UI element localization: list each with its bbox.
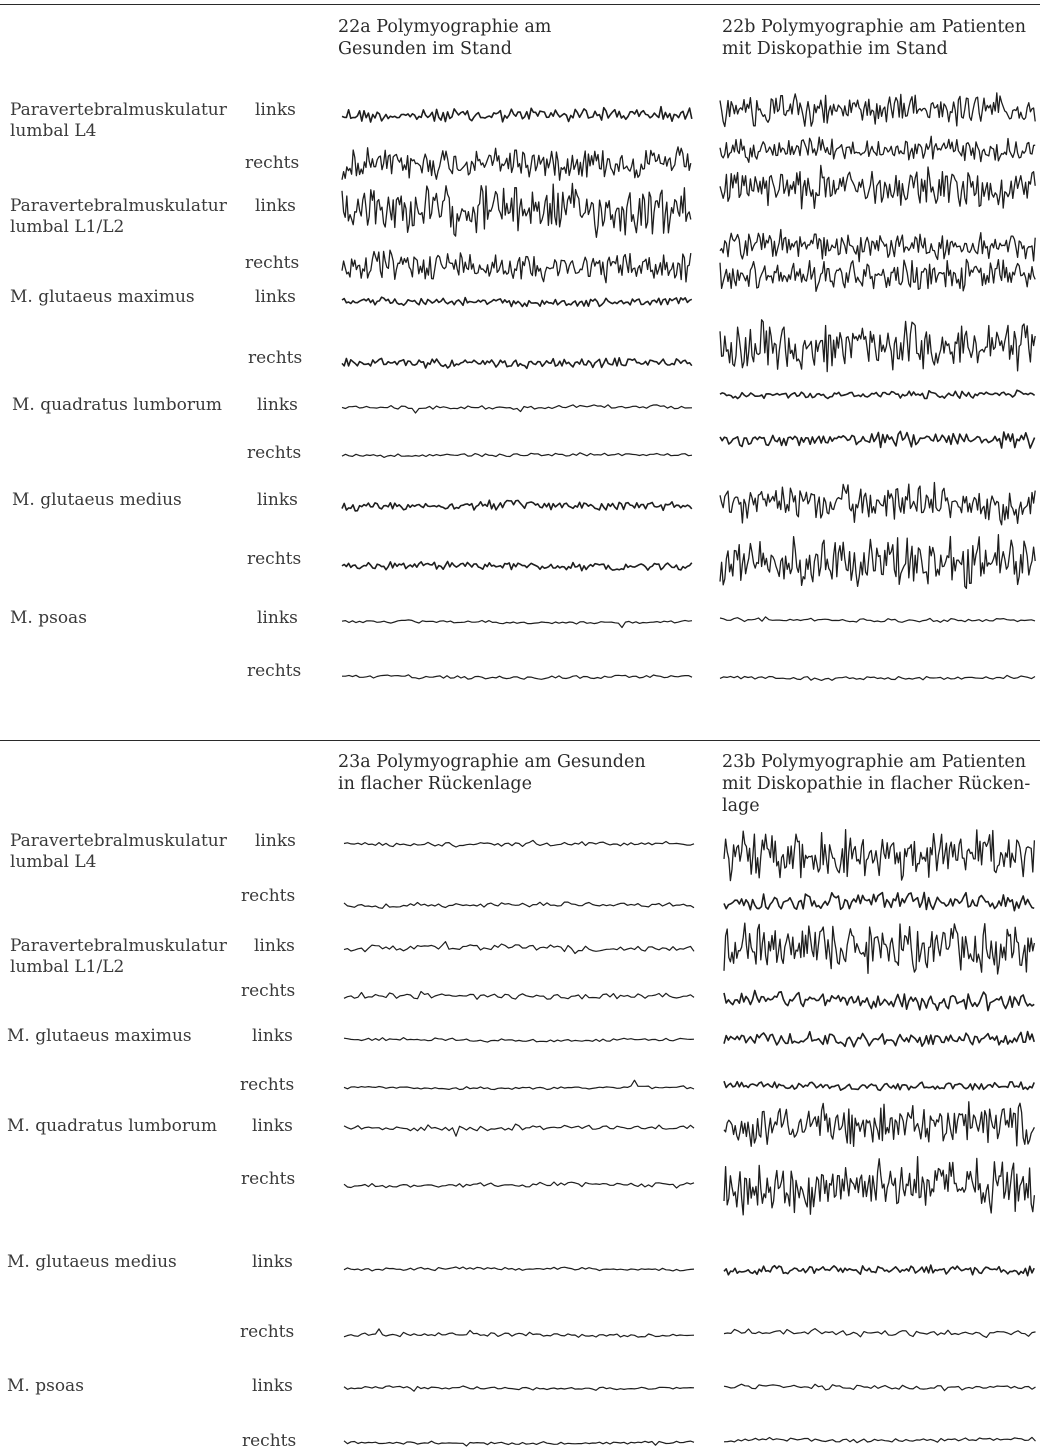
fig22-muscle-label: M. glutaeus medius [12, 490, 182, 510]
fig23-muscle-label: Paravertebralmuskulatur lumbal L4 [10, 831, 227, 872]
fig22-side-label: links [257, 490, 298, 510]
fig22-side-label: rechts [245, 153, 300, 173]
fig23-side-label: links [252, 1116, 293, 1136]
emg-trace-fig22b-11 [719, 616, 1036, 623]
emg-trace-fig22b-1 [719, 92, 1036, 128]
fig23-side-label: links [254, 936, 295, 956]
emg-trace-fig22b-8 [719, 430, 1036, 449]
fig22-side-label: rechts [248, 348, 303, 368]
fig23-muscle-label: Paravertebralmuskulatur lumbal L1/L2 [10, 936, 227, 977]
fig22-side-label: links [255, 196, 296, 216]
emg-trace-fig22b-7 [719, 389, 1036, 400]
fig23-side-label: rechts [240, 1075, 295, 1095]
fig23-side-label: rechts [241, 886, 296, 906]
emg-trace-fig22a-2 [341, 146, 692, 181]
fig23-side-label: rechts [240, 1322, 295, 1342]
fig23-side-label: rechts [241, 1169, 296, 1189]
emg-trace-fig23b-10 [723, 1328, 1036, 1338]
fig23-side-label: links [252, 1252, 293, 1272]
fig22-side-label: rechts [247, 443, 302, 463]
emg-trace-fig22a-9 [341, 499, 693, 512]
emg-trace-fig22a-6 [341, 357, 693, 370]
fig22-muscle-label: M. psoas [10, 608, 87, 628]
emg-trace-fig22b-9 [719, 481, 1036, 526]
emg-trace-fig23b-9 [723, 1264, 1035, 1277]
emg-trace-fig22b-6 [719, 319, 1036, 373]
emg-trace-fig22b-2 [719, 135, 1036, 163]
emg-trace-fig23a-5 [343, 1037, 695, 1043]
fig22-side-label: links [255, 287, 296, 307]
emg-trace-fig22b-5 [719, 258, 1036, 292]
fig23b-title: 23b Polymyographie am Patienten mit Disk… [722, 752, 1031, 816]
emg-trace-fig22a-8 [341, 452, 693, 458]
fig23-side-label: links [252, 1026, 293, 1046]
emg-trace-fig23a-9 [343, 1266, 695, 1272]
emg-trace-fig23a-6 [343, 1079, 695, 1091]
emg-trace-fig23b-12 [723, 1436, 1036, 1444]
fig23-muscle-label: M. glutaeus medius [7, 1252, 177, 1272]
emg-trace-fig23a-10 [343, 1328, 695, 1338]
fig23-muscle-label: M. quadratus lumborum [7, 1116, 218, 1136]
emg-trace-fig23a-12 [343, 1440, 695, 1447]
fig23-muscle-label: M. psoas [7, 1376, 84, 1396]
fig22-side-label: links [257, 395, 298, 415]
top-rule-fig22 [0, 4, 1040, 5]
fig22-side-label: rechts [245, 253, 300, 273]
emg-trace-fig22a-11 [341, 619, 693, 629]
emg-trace-fig23a-8 [343, 1181, 695, 1189]
emg-trace-fig22b-10 [719, 533, 1036, 590]
fig22-muscle-label: Paravertebralmuskulatur lumbal L4 [10, 100, 227, 141]
fig22-side-label: links [255, 100, 296, 120]
emg-trace-fig23a-11 [343, 1385, 695, 1392]
fig23-side-label: links [255, 831, 296, 851]
fig23-side-label: rechts [242, 1431, 297, 1451]
emg-trace-fig22a-4 [341, 249, 692, 284]
emg-trace-fig23b-6 [723, 1080, 1035, 1092]
fig22-muscle-label: M. glutaeus maximus [10, 287, 195, 307]
emg-trace-fig22b-12 [719, 674, 1036, 681]
emg-trace-fig23a-2 [343, 901, 695, 909]
fig22b-title: 22b Polymyographie am Patienten mit Disk… [722, 17, 1027, 59]
emg-trace-fig23b-2 [723, 891, 1035, 912]
fig22a-title: 22a Polymyographie am Gesunden im Stand [338, 17, 552, 59]
fig23a-title: 23a Polymyographie am Gesunden in flache… [338, 752, 646, 794]
fig23-muscle-label: M. glutaeus maximus [7, 1026, 192, 1046]
top-rule-fig23 [0, 740, 1040, 741]
emg-trace-fig22a-3 [341, 182, 692, 238]
emg-trace-fig22b-4 [719, 228, 1036, 263]
fig23-side-label: links [252, 1376, 293, 1396]
fig22-muscle-label: M. quadratus lumborum [12, 395, 223, 415]
emg-trace-fig23b-3 [723, 922, 1036, 975]
emg-trace-fig23a-7 [343, 1123, 695, 1137]
fig22-muscle-label: Paravertebralmuskulatur lumbal L1/L2 [10, 196, 227, 237]
fig22-side-label: rechts [247, 661, 302, 681]
emg-trace-fig23a-3 [343, 941, 695, 955]
fig22-side-label: rechts [247, 549, 302, 569]
fig23-side-label: rechts [241, 981, 296, 1001]
emg-trace-fig22a-5 [341, 296, 693, 308]
emg-trace-fig22a-7 [341, 404, 693, 414]
emg-trace-fig23b-5 [723, 1030, 1035, 1048]
fig22-side-label: links [257, 608, 298, 628]
emg-trace-fig22b-3 [719, 164, 1036, 210]
emg-trace-fig22a-12 [342, 674, 693, 680]
emg-trace-fig23b-7 [723, 1101, 1035, 1148]
emg-trace-fig22a-10 [341, 560, 693, 572]
emg-trace-fig23b-11 [723, 1383, 1036, 1392]
emg-trace-fig23b-4 [723, 989, 1035, 1012]
emg-trace-fig23a-4 [343, 990, 695, 1000]
emg-trace-fig23a-1 [343, 839, 695, 848]
emg-trace-fig23b-1 [723, 829, 1036, 882]
emg-trace-fig22a-1 [341, 105, 693, 123]
emg-trace-fig23b-8 [723, 1155, 1036, 1216]
